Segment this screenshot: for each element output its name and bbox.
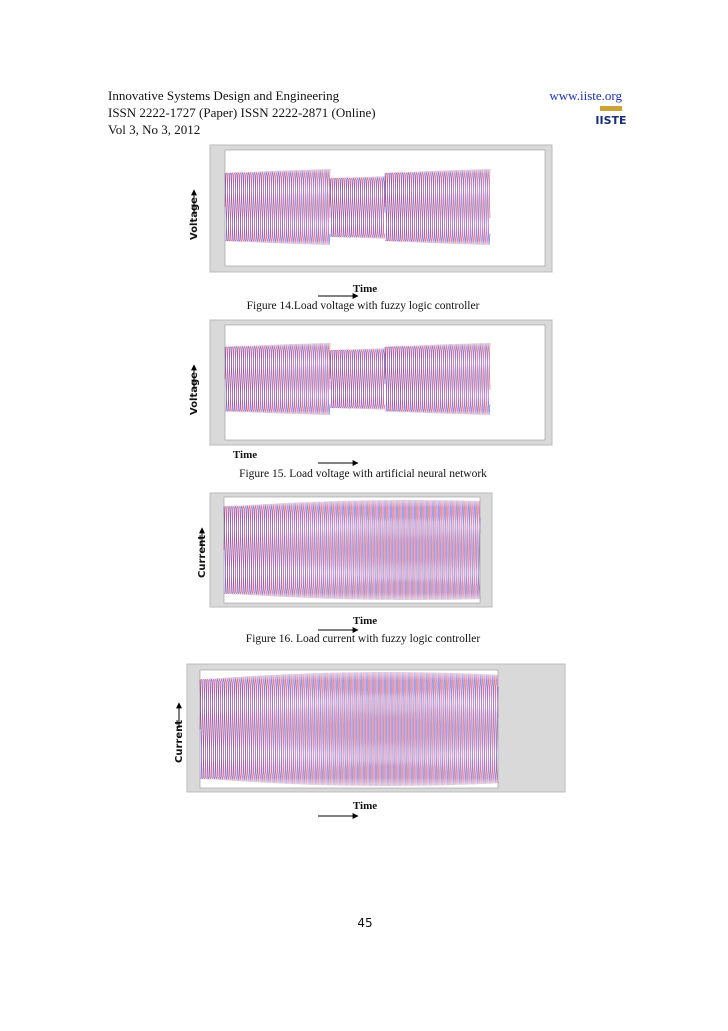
issn: ISSN 2222-1727 (Paper) ISSN 2222-2871 (O…	[108, 105, 376, 120]
x-axis-label: Time	[353, 283, 377, 295]
x-axis-label: Time	[353, 800, 377, 812]
figure: Current Time	[174, 663, 566, 819]
journal-name: Innovative Systems Design and Engineerin…	[108, 88, 340, 103]
waveform	[385, 342, 491, 416]
x-axis-label: Time	[233, 449, 257, 461]
figure: Voltage Time Figure 14.Load voltage with f…	[189, 144, 553, 312]
waveform	[384, 168, 491, 245]
waveform	[224, 168, 331, 245]
waveform	[225, 342, 331, 416]
y-axis-label: Voltage	[189, 372, 200, 415]
logo: IISTE	[595, 114, 626, 127]
waveform	[199, 671, 499, 787]
waveform	[200, 671, 499, 787]
waveform	[329, 348, 386, 410]
y-axis-label: Voltage	[189, 197, 200, 240]
y-axis-label: Current	[174, 720, 185, 763]
waveform	[329, 176, 386, 239]
waveform	[224, 499, 481, 601]
waveform	[199, 671, 499, 787]
y-axis-label: Current	[197, 535, 208, 578]
page-number: 45	[357, 916, 372, 930]
figure-caption: Figure 15. Load voltage with artificial …	[239, 468, 487, 480]
waveform	[329, 348, 386, 410]
figure-caption: Figure 16. Load current with fuzzy logic…	[246, 633, 481, 645]
figure: Current Time Figure 16. Load current with …	[197, 492, 493, 645]
figure: Voltage Time Figure 15. Load voltage with …	[189, 319, 553, 480]
x-axis-label: Time	[353, 615, 377, 627]
waveform	[223, 499, 481, 601]
website[interactable]: www.iiste.org	[549, 88, 622, 103]
waveform	[330, 176, 386, 239]
figure-caption: Figure 14.Load voltage with fuzzy logic …	[247, 300, 480, 312]
logo-bar	[600, 106, 622, 111]
volume: Vol 3, No 3, 2012	[108, 122, 200, 137]
waveform	[223, 499, 481, 601]
